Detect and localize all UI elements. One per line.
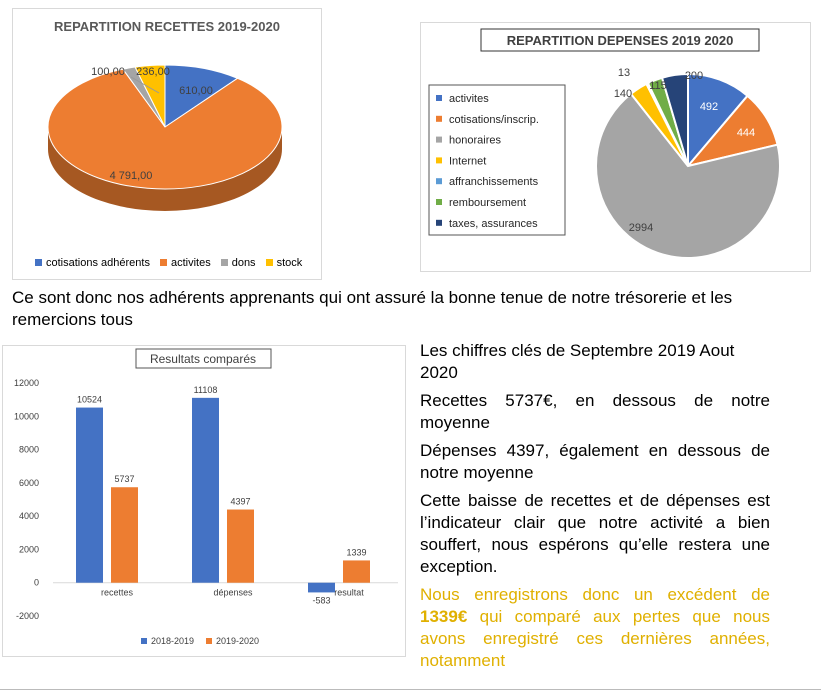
depenses-data-label: 200 [685,70,703,82]
y-tick-label: 12000 [14,378,39,388]
bar-2019-2020-resultat [343,560,370,583]
recettes-paragraph: Recettes 5737€, en dessous de notre moye… [420,391,770,432]
x-category-label: resultat [334,588,364,598]
recettes-data-label: 4 791,00 [110,170,153,182]
y-tick-label: 4000 [19,511,39,521]
bar-data-label: 1339 [346,547,366,557]
bar-data-label: 4397 [230,497,250,507]
x-category-label: dépenses [213,588,253,598]
resultats-legend: 2018-2019 2019-2020 [141,636,259,646]
depenses-data-label: 115 [649,80,667,92]
depenses-legend-item: Internet [449,155,486,167]
legend-item: dons [220,257,256,269]
depenses-data-label: 492 [700,101,718,113]
depenses-slice [687,72,749,169]
resultats-chart-title: Resultats comparés [150,352,256,366]
legend-2018-2019: 2018-2019 [151,636,194,646]
legend-item: stock [265,257,302,269]
depenses-paragraph: Dépenses 4397, également en dessous de n… [420,441,770,482]
depenses-legend-item: cotisations/inscrip. [449,114,539,126]
recettes-data-label: 236,00 [136,66,170,78]
y-tick-label: 2000 [19,544,39,554]
depenses-data-label: 13 [618,67,630,79]
y-tick-label: 8000 [19,445,39,455]
bar-2018-2019-resultat [308,582,335,593]
bar-2018-2019-recettes [76,407,103,583]
recettes-slice-activites [47,68,283,190]
legend-item: cotisations adhérents [35,257,150,269]
recettes-pie-chart: REPARTITION RECETTES 2019-2020 610,00 4 7… [12,8,322,280]
depenses-legend-item: remboursement [449,197,526,209]
x-category-label: recettes [101,588,134,598]
bar-data-label: -583 [312,595,330,605]
bar-2019-2020-recettes [111,487,138,583]
bar-data-label: 11108 [194,385,218,395]
depenses-legend-item: taxes, assurances [449,218,538,230]
y-tick-label: -2000 [16,611,39,621]
intro-paragraph: Ce sont donc nos adhérents apprenants qu… [12,288,733,329]
recettes-slice-stock [134,64,166,128]
depenses-slice [660,72,689,167]
key-figures-heading: Les chiffres clés de Septembre 2019 Aout… [420,341,735,382]
bar-2019-2020-dépenses [227,509,254,583]
key-figures-text: Les chiffres clés de Septembre 2019 Aout… [420,340,770,678]
y-tick-label: 0 [34,578,39,588]
depenses-data-label: 444 [737,127,755,139]
excedent-paragraph: Nous enregistrons donc un excédent de 13… [420,585,770,670]
analysis-paragraph: Cette baisse de recettes et de dépenses … [420,491,770,576]
depenses-slice [595,92,781,259]
depenses-legend-item: affranchissements [449,176,539,188]
pie-side-1 [48,127,282,211]
recettes-data-label: 610,00 [179,85,213,97]
depenses-pie-chart: REPARTITION DEPENSES 2019 2020 activites… [420,22,811,272]
recettes-chart-title: REPARTITION RECETTES 2019-2020 [54,19,280,34]
bar-data-label: 5737 [114,474,134,484]
y-tick-label: 10000 [14,411,39,421]
recettes-legend: cotisations adhérents activites dons sto… [35,257,302,269]
legend-2019-2020: 2019-2020 [216,636,259,646]
legend-item: activites [159,257,211,269]
depenses-data-label: 2994 [629,222,653,234]
depenses-legend-item: honoraires [449,135,501,147]
recettes-data-label: 100,00 [91,66,125,78]
y-tick-label: 6000 [19,478,39,488]
depenses-chart-title: REPARTITION DEPENSES 2019 2020 [507,33,734,48]
bar-2018-2019-dépenses [192,397,219,583]
resultats-bar-chart: Resultats comparés 12000 10000 8000 6000 400… [2,345,406,657]
recettes-slice-cotisations-adhérents [164,64,239,128]
page-divider [0,689,821,690]
bar-data-label: 10524 [77,395,102,405]
depenses-data-label: 140 [614,88,632,100]
depenses-legend-item: activites [449,93,489,105]
